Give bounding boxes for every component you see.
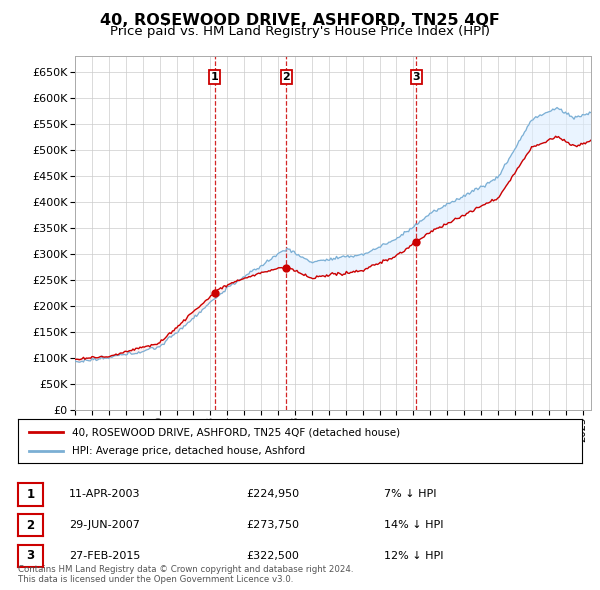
Text: 11-APR-2003: 11-APR-2003: [69, 490, 140, 499]
Text: £322,500: £322,500: [246, 551, 299, 560]
Text: 27-FEB-2015: 27-FEB-2015: [69, 551, 140, 560]
Text: 3: 3: [26, 549, 35, 562]
Text: 3: 3: [412, 72, 420, 82]
Text: 1: 1: [26, 488, 35, 501]
Text: 40, ROSEWOOD DRIVE, ASHFORD, TN25 4QF: 40, ROSEWOOD DRIVE, ASHFORD, TN25 4QF: [100, 13, 500, 28]
Text: Contains HM Land Registry data © Crown copyright and database right 2024.
This d: Contains HM Land Registry data © Crown c…: [18, 565, 353, 584]
Text: 2: 2: [26, 519, 35, 532]
Text: 40, ROSEWOOD DRIVE, ASHFORD, TN25 4QF (detached house): 40, ROSEWOOD DRIVE, ASHFORD, TN25 4QF (d…: [71, 427, 400, 437]
Text: HPI: Average price, detached house, Ashford: HPI: Average price, detached house, Ashf…: [71, 446, 305, 455]
Text: £273,750: £273,750: [246, 520, 299, 530]
Text: 7% ↓ HPI: 7% ↓ HPI: [384, 490, 437, 499]
Text: 1: 1: [211, 72, 219, 82]
Text: 2: 2: [283, 72, 290, 82]
Text: 29-JUN-2007: 29-JUN-2007: [69, 520, 140, 530]
Text: £224,950: £224,950: [246, 490, 299, 499]
Text: Price paid vs. HM Land Registry's House Price Index (HPI): Price paid vs. HM Land Registry's House …: [110, 25, 490, 38]
Text: 14% ↓ HPI: 14% ↓ HPI: [384, 520, 443, 530]
Text: 12% ↓ HPI: 12% ↓ HPI: [384, 551, 443, 560]
